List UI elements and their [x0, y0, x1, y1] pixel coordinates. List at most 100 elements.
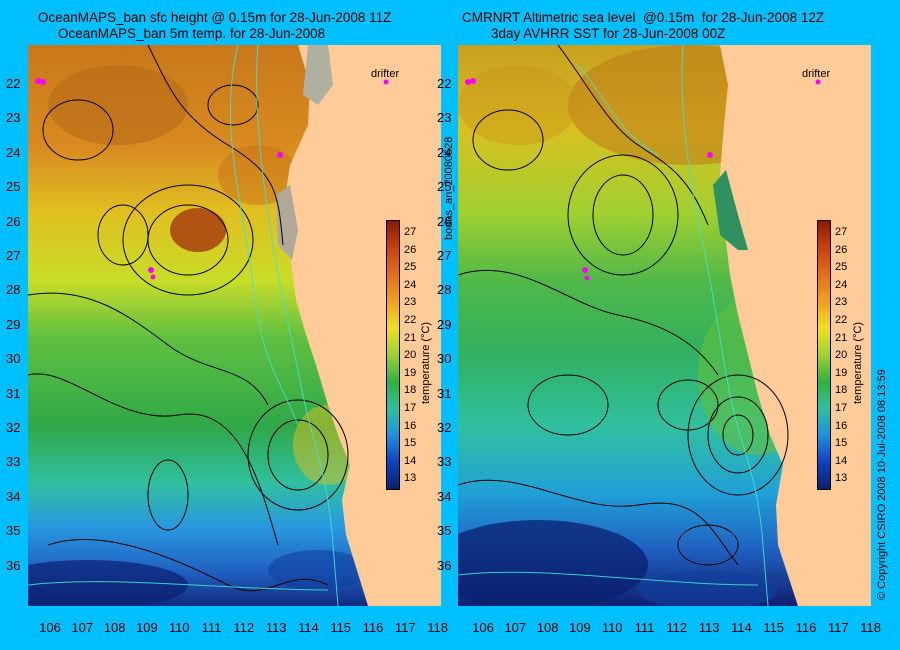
- longitude-label: 116: [795, 620, 817, 635]
- isobaths: [28, 45, 339, 606]
- longitude-label: 108: [103, 620, 126, 635]
- latitude-label: 33: [6, 454, 21, 470]
- latitude-label: 28: [6, 282, 21, 298]
- longitude-label: 113: [698, 620, 720, 635]
- colorbar-right: [817, 220, 831, 490]
- colorbar-tick-label: 18: [404, 384, 417, 397]
- colorbar-tick-label: 16: [404, 419, 417, 432]
- colorbar-tick-label: 25: [835, 261, 848, 274]
- latitude-label: 25: [437, 179, 452, 195]
- longitude-label: 111: [201, 620, 222, 635]
- latitude-label: 27: [437, 248, 452, 263]
- left-sst-map: [28, 45, 441, 606]
- longitude-label: 110: [168, 620, 190, 635]
- run-id-label: bodas_an_20080628: [443, 136, 455, 240]
- latitude-label: 34: [437, 488, 452, 504]
- latitude-label: 24: [6, 144, 21, 160]
- colorbar-tick-label: 25: [404, 261, 417, 274]
- longitude-label: 114: [298, 620, 319, 635]
- longitude-label: 107: [504, 620, 527, 635]
- latitude-label: 36: [437, 557, 452, 573]
- latitude-label: 30: [437, 351, 452, 367]
- colorbar-tick-label: 23: [835, 296, 848, 309]
- latitude-label: 22: [437, 76, 452, 91]
- colorbar-tick-label: 17: [404, 402, 417, 414]
- longitude-label: 118: [427, 620, 448, 635]
- warm-eddy: [170, 208, 226, 252]
- latitude-label: 31: [6, 385, 21, 401]
- longitude-label: 111: [634, 620, 655, 635]
- colorbar-tick-label: 13: [404, 472, 417, 485]
- longitude-label: 117: [394, 620, 416, 635]
- longitude-label: 108: [536, 620, 559, 635]
- latitude-label: 27: [6, 248, 21, 263]
- latitude-label: 24: [437, 144, 452, 160]
- colorbar-tick-label: 19: [835, 366, 848, 379]
- latitude-label: 35: [437, 523, 452, 539]
- altimetry-contours: [458, 45, 789, 566]
- longitude-label: 115: [330, 620, 352, 635]
- latitude-label: 26: [6, 213, 21, 229]
- right-map-panel: [458, 45, 871, 606]
- land-mass-right: [720, 45, 871, 606]
- colorbar-tick-label: 22: [835, 314, 848, 326]
- latitude-label: 36: [6, 557, 21, 573]
- latitude-label: 25: [6, 179, 21, 195]
- latitude-label: 28: [437, 282, 452, 298]
- drifter-label-right: drifter: [802, 68, 831, 80]
- colorbar-tick-label: 13: [835, 472, 848, 485]
- drifter-tracks: [35, 78, 389, 280]
- sea-level-contours: [28, 45, 349, 592]
- longitude-label: 109: [136, 620, 158, 635]
- drifter-label-left: drifter: [371, 68, 400, 80]
- colorbar-tick-label: 24: [835, 278, 848, 291]
- colorbar-tick-label: 15: [404, 437, 417, 450]
- copyright-label: © Copyright CSIRO 2008 10-Jul-2008 08:13…: [876, 369, 888, 600]
- colorbar-tick-label: 18: [835, 384, 848, 397]
- colorbar-tick-label: 17: [835, 402, 848, 414]
- colorbar-tick-label: 27: [835, 226, 848, 238]
- latitude-label: 32: [6, 420, 21, 435]
- colorbar-tick-label: 26: [835, 243, 848, 256]
- colorbar-tick-label: 27: [404, 226, 417, 238]
- colorbar-tick-label: 14: [404, 454, 417, 467]
- latitude-label: 32: [437, 420, 452, 435]
- longitude-label: 117: [827, 620, 849, 635]
- latitude-label: 23: [437, 110, 452, 126]
- colorbar-left-title: temperature (°C): [420, 321, 432, 404]
- right-title-line1: CMRNRT Altimetric sea level @0.15m for 2…: [462, 10, 825, 25]
- longitude-label: 110: [601, 620, 623, 635]
- colorbar-tick-label: 14: [835, 454, 848, 467]
- colorbar-tick-label: 21: [835, 331, 848, 344]
- latitude-label: 33: [437, 454, 452, 470]
- latitude-label: 34: [6, 488, 21, 504]
- longitude-label: 112: [233, 620, 255, 635]
- latitude-label: 29: [437, 316, 452, 332]
- longitude-label: 118: [860, 620, 881, 635]
- right-title-line2: 3day AVHRR SST for 28-Jun-2008 00Z: [491, 26, 726, 41]
- colorbar-tick-label: 20: [835, 349, 848, 362]
- colorbar-tick-label: 20: [404, 349, 417, 362]
- colorbar-tick-label: 16: [835, 419, 848, 432]
- latitude-label: 30: [6, 351, 21, 367]
- latitude-label: 26: [437, 213, 452, 229]
- latitude-label: 31: [437, 385, 452, 401]
- longitude-label: 113: [265, 620, 287, 635]
- left-title-line1: OceanMAPS_ban sfc height @ 0.15m for 28-…: [38, 10, 392, 25]
- left-title-line2: OceanMAPS_ban 5m temp. for 28-Jun-2008: [58, 26, 326, 41]
- latitude-label: 22: [6, 76, 21, 91]
- latitude-label: 29: [6, 316, 21, 332]
- longitude-label: 115: [763, 620, 785, 635]
- longitude-label: 109: [569, 620, 591, 635]
- colorbar-tick-label: 24: [404, 278, 417, 291]
- colorbar-tick-label: 19: [404, 366, 417, 379]
- longitude-label: 107: [71, 620, 94, 635]
- longitude-label: 116: [362, 620, 384, 635]
- longitude-label: 114: [731, 620, 752, 635]
- colorbar-tick-label: 22: [404, 314, 417, 326]
- isobaths-right: [458, 45, 769, 606]
- colorbar-tick-label: 15: [835, 437, 848, 450]
- longitude-label: 106: [39, 620, 61, 635]
- colorbar-right-title: temperature (°C): [852, 321, 864, 404]
- longitude-label: 112: [666, 620, 688, 635]
